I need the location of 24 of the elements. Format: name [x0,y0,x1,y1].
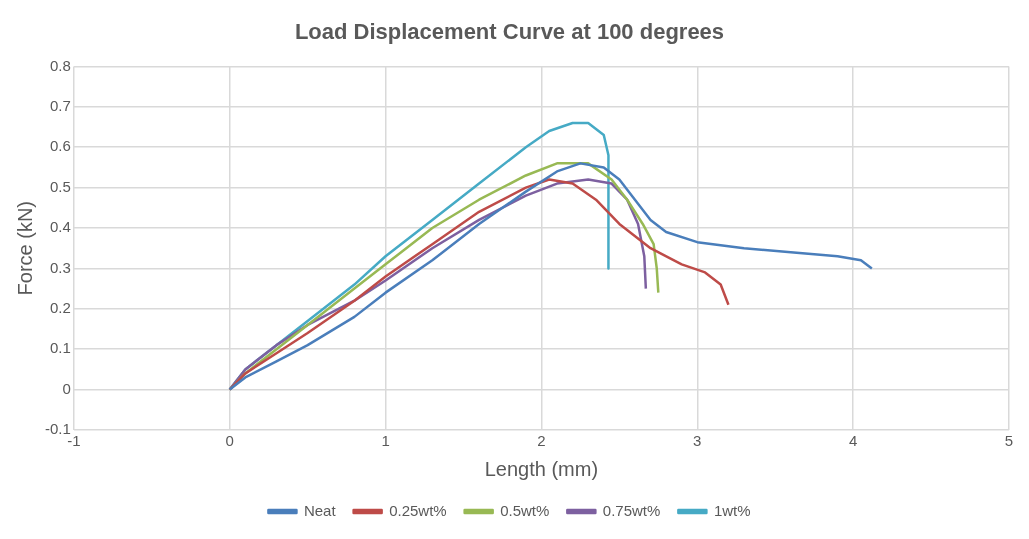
x-tick-label: 2 [537,432,546,450]
x-tick-label: 0 [225,432,234,450]
y-tick-label: 0.3 [49,258,71,276]
y-tick-label: 0.8 [49,56,71,74]
y-tick-label: 0 [62,379,71,397]
legend-label: 0.5wt% [500,501,550,519]
legend-label: 0.75wt% [602,501,661,519]
legend-label: Neat [303,501,337,519]
y-tick-label: 0.4 [49,218,71,236]
x-tick-label: 3 [693,432,702,450]
x-tick-label: 4 [848,432,858,450]
y-tick-label: 0.1 [49,339,71,357]
y-tick-label: -0.1 [44,420,71,438]
x-axis-title: Length (mm) [484,457,599,480]
y-tick-label: 0.5 [49,177,71,195]
legend-label: 1wt% [713,501,751,519]
y-tick-label: 0.6 [49,137,71,155]
x-tick-label: 1 [381,432,390,450]
chart-title: Load Displacement Curve at 100 degrees [294,19,725,45]
y-tick-label: 0.7 [49,96,71,114]
y-axis-title: Force (kN) [13,200,36,296]
y-tick-label: 0.2 [49,298,71,316]
x-tick-label: 5 [1004,432,1014,450]
legend-label: 0.25wt% [389,501,447,519]
